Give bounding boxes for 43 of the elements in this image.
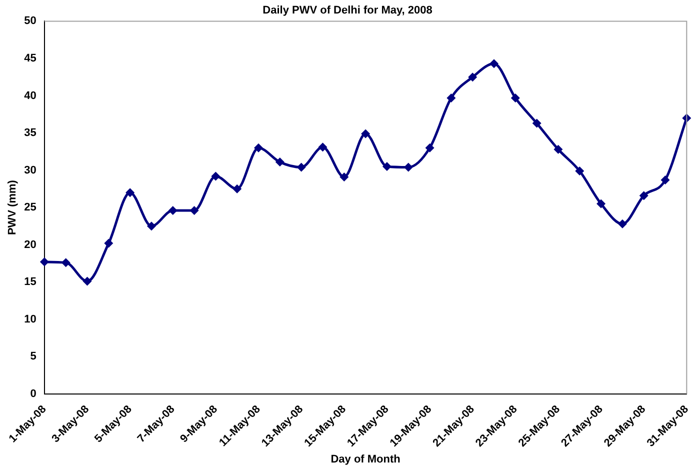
point <box>82 276 92 286</box>
point <box>275 158 284 167</box>
point <box>61 258 70 268</box>
point <box>639 191 648 200</box>
x-axis-title: Day of Month <box>330 453 401 466</box>
point <box>361 129 370 138</box>
point <box>254 143 264 152</box>
point <box>510 93 520 102</box>
point <box>554 144 563 154</box>
point <box>382 162 392 172</box>
point <box>618 219 627 228</box>
point <box>575 166 584 176</box>
point <box>168 206 178 216</box>
point <box>446 93 456 102</box>
y-tick-label: 5 <box>30 350 36 363</box>
point <box>40 257 49 266</box>
point <box>660 175 670 184</box>
y-tick-label: 15 <box>24 276 36 288</box>
point <box>296 162 306 172</box>
point <box>104 238 114 248</box>
y-axis-title: PWV (mm) <box>6 180 19 236</box>
point <box>318 142 328 152</box>
y-tick-label: 10 <box>24 313 36 326</box>
point <box>489 59 498 68</box>
chart-title: Daily PWV of Delhi for May, 2008 <box>262 4 432 17</box>
point <box>468 72 478 82</box>
point <box>425 143 434 152</box>
point <box>146 222 156 231</box>
y-tick-label: 50 <box>24 15 36 28</box>
y-tick-label: 40 <box>24 90 36 102</box>
point <box>340 172 349 182</box>
point <box>596 199 606 208</box>
y-tick-label: 35 <box>24 127 36 140</box>
point <box>232 184 242 194</box>
point <box>190 206 199 216</box>
y-tick-label: 45 <box>24 52 36 64</box>
point <box>126 188 135 198</box>
y-tick-label: 25 <box>24 202 36 214</box>
point <box>532 118 542 128</box>
y-tick-label: 0 <box>30 388 36 400</box>
point <box>211 172 220 181</box>
y-tick-label: 30 <box>24 164 36 176</box>
y-tick-label: 20 <box>24 238 36 251</box>
